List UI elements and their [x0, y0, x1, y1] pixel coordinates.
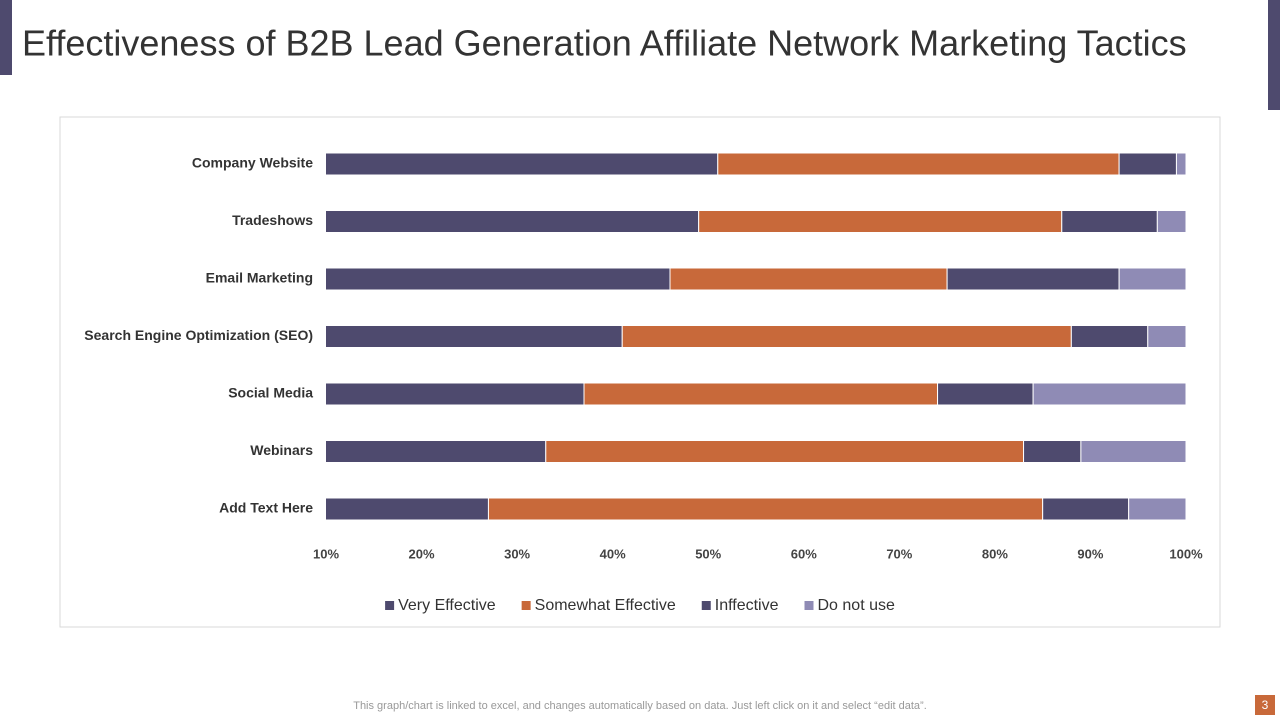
legend-swatch — [804, 601, 814, 610]
x-tick-label: 50% — [695, 546, 721, 561]
bar-segment — [487, 497, 1044, 521]
bar-segment — [1118, 152, 1177, 176]
x-tick-label: 100% — [1169, 546, 1203, 561]
bar-segment — [1128, 497, 1186, 521]
bar-segment — [1147, 325, 1186, 348]
bar-segment — [698, 210, 1063, 233]
y-tick-label: Social Media — [228, 385, 313, 401]
bar-segment — [946, 267, 1120, 291]
legend-label: Inffective — [715, 597, 779, 614]
page-number: 3 — [1262, 698, 1269, 712]
chart-frame — [59, 116, 1221, 628]
x-tick-label: 20% — [409, 546, 435, 561]
bar-segment — [669, 267, 948, 291]
bar-segment — [583, 382, 939, 406]
legend-swatch — [521, 601, 531, 610]
legend-label: Somewhat Effective — [535, 597, 676, 614]
footer-note: This graph/chart is linked to excel, and… — [353, 700, 927, 712]
slide-title: Effectiveness of B2B Lead Generation Aff… — [22, 23, 1187, 64]
bar-segment — [937, 382, 1034, 406]
bar-segment — [1156, 210, 1186, 233]
bar-segment — [1023, 440, 1082, 463]
y-tick-label: Webinars — [250, 442, 313, 458]
page-number-box — [1255, 695, 1275, 715]
bar-segment — [1118, 267, 1186, 291]
x-tick-label: 80% — [982, 546, 1008, 561]
bar-segment — [1061, 210, 1158, 233]
legend-label: Very Effective — [398, 597, 496, 614]
x-tick-label: 30% — [504, 546, 530, 561]
legend-swatch — [385, 601, 395, 610]
y-tick-label: Company Website — [192, 155, 313, 171]
legend-label: Do not use — [818, 597, 895, 614]
y-tick-label: Search Engine Optimization (SEO) — [84, 327, 313, 343]
bar-segment — [1175, 152, 1186, 176]
bar-segment — [621, 325, 1072, 348]
bar-segment — [1032, 382, 1186, 406]
bar-segment — [1080, 440, 1186, 463]
bar-segment — [717, 152, 1120, 176]
bar-segment — [1070, 325, 1149, 348]
y-tick-label: Add Text Here — [219, 500, 313, 516]
y-tick-label: Tradeshows — [232, 212, 313, 228]
legend-swatch — [701, 601, 711, 610]
accent-bar — [1268, 0, 1280, 110]
x-tick-label: 60% — [791, 546, 817, 561]
x-tick-label: 10% — [313, 546, 339, 561]
accent-bar — [0, 0, 12, 75]
plot-area — [326, 152, 1186, 521]
x-tick-label: 90% — [1077, 546, 1103, 561]
bar-segment — [1042, 497, 1130, 521]
bar-segment — [545, 440, 1025, 463]
x-tick-label: 70% — [886, 546, 912, 561]
y-tick-label: Email Marketing — [206, 270, 313, 286]
x-tick-label: 40% — [600, 546, 626, 561]
